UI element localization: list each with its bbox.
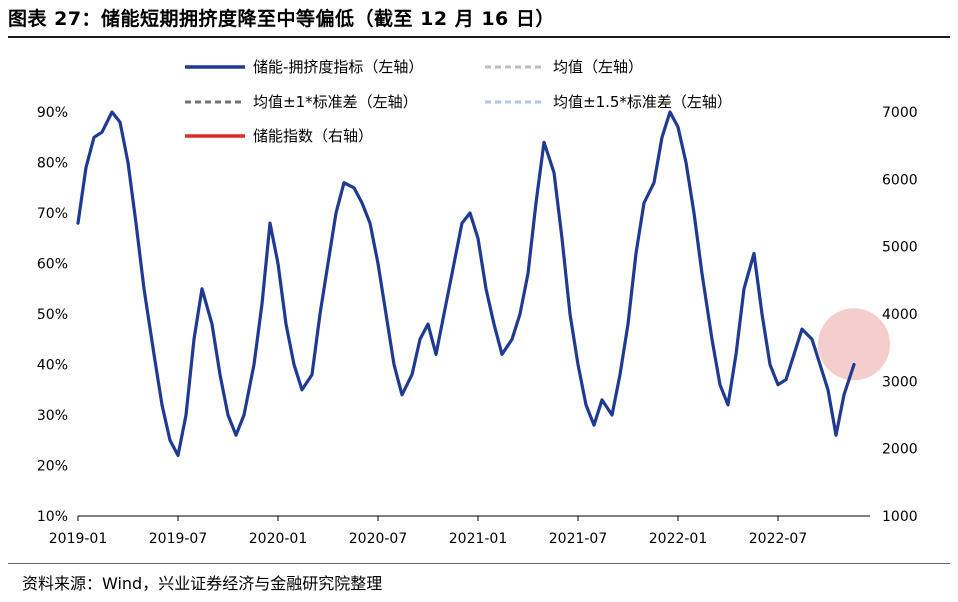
left-tick-label: 10% <box>37 509 68 525</box>
left-tick-label: 40% <box>37 358 68 374</box>
series-layer <box>76 110 856 457</box>
legend-label-crowding: 储能-拥挤度指标（左轴） <box>253 58 423 76</box>
x-tick-label: 2020-01 <box>249 531 308 547</box>
left-tick-label: 70% <box>37 206 68 222</box>
x-tick-label: 2019-07 <box>149 531 208 547</box>
left-axis: 10% 20% 30% 40% 50% 60% 70% 80% 90% <box>37 105 68 525</box>
legend: 储能-拥挤度指标（左轴） 均值（左轴） 均值±1*标准差（左轴） 均值±1.5*标准差… <box>185 58 732 145</box>
legend-label-index: 储能指数（右轴） <box>253 127 373 145</box>
legend-label-mean: 均值（左轴） <box>553 58 643 76</box>
legend-label-sd15: 均值±1.5*标准差（左轴） <box>553 93 732 111</box>
right-tick-label: 3000 <box>882 374 918 390</box>
left-tick-label: 30% <box>37 408 68 424</box>
right-tick-label: 2000 <box>882 442 918 458</box>
right-tick-label: 4000 <box>882 307 918 323</box>
source-note: 资料来源：Wind，兴业证券经济与金融研究院整理 <box>22 574 383 593</box>
left-tick-label: 50% <box>37 307 68 323</box>
left-tick-label: 90% <box>37 105 68 121</box>
x-tick-label: 2020-07 <box>349 531 408 547</box>
left-tick-label: 80% <box>37 156 68 172</box>
x-tick-label: 2022-07 <box>749 531 808 547</box>
right-tick-label: 1000 <box>882 509 918 525</box>
source-rule <box>8 563 950 564</box>
x-tick-label: 2021-01 <box>449 531 508 547</box>
right-tick-label: 6000 <box>882 172 918 188</box>
left-tick-label: 20% <box>37 459 68 475</box>
right-tick-label: 7000 <box>882 105 918 121</box>
highlight-circle <box>818 308 890 381</box>
x-tick-label: 2022-01 <box>649 531 708 547</box>
x-tick-label: 2021-07 <box>549 531 608 547</box>
series-line-crowding <box>76 110 856 457</box>
right-axis: 1000 2000 3000 4000 5000 6000 7000 <box>882 105 918 525</box>
left-tick-label: 60% <box>37 257 68 273</box>
x-axis: 2019-01 2019-07 2020-01 2020-07 2021-01 2021-… <box>49 516 808 547</box>
highlight-layer <box>818 308 890 381</box>
chart-title: 图表 27：储能短期拥挤度降至中等偏低（截至 12 月 16 日） <box>8 8 555 30</box>
right-tick-label: 5000 <box>882 240 918 256</box>
legend-label-sd1: 均值±1*标准差（左轴） <box>253 93 418 111</box>
x-tick-label: 2019-01 <box>49 531 108 547</box>
title-rule <box>8 36 950 38</box>
